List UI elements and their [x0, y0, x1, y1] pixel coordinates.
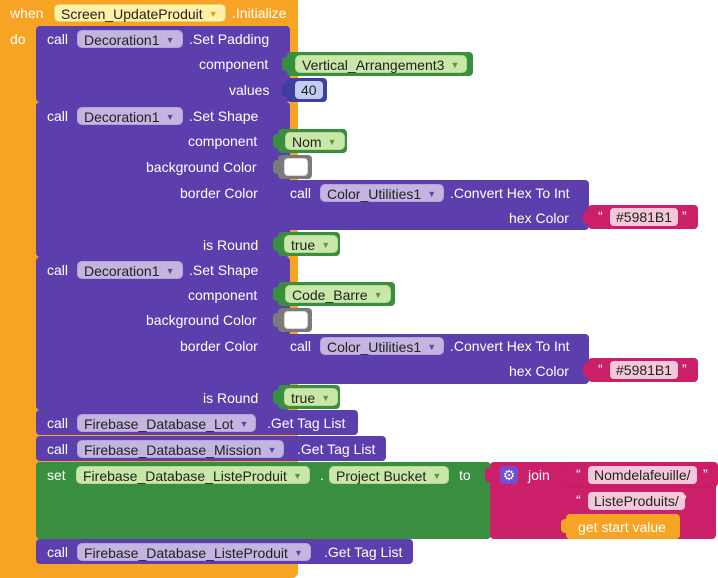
chevron-down-icon: ▼: [321, 393, 331, 403]
quote-open: “: [598, 208, 603, 224]
chevron-down-icon: ▼: [432, 471, 442, 481]
number-value[interactable]: 40: [295, 81, 323, 99]
call-label: call: [47, 31, 69, 47]
boolean-dropdown[interactable]: true ▼: [284, 388, 339, 406]
param-label: values: [229, 82, 270, 98]
initialize-label: .Initialize: [232, 5, 287, 21]
method-label: .Get Tag List: [297, 441, 376, 457]
dot-label: .: [320, 467, 324, 483]
param-label: border Color: [180, 185, 258, 201]
call-label: call: [47, 415, 69, 431]
call-label: call: [290, 185, 312, 201]
chevron-down-icon: ▼: [239, 419, 249, 429]
chevron-down-icon: ▼: [293, 548, 303, 558]
component-dropdown[interactable]: Firebase_Database_ListeProduit ▼: [77, 543, 311, 561]
method-label: .Get Tag List: [267, 415, 346, 431]
method-label: .Convert Hex To Int: [450, 185, 570, 201]
param-label: is Round: [203, 237, 259, 253]
when-label: when: [10, 5, 44, 21]
quote-close: ”: [703, 466, 708, 482]
quote-close: ”: [682, 361, 687, 377]
call-label: call: [47, 262, 69, 278]
chevron-down-icon: ▼: [427, 342, 437, 352]
component-value-dropdown[interactable]: Vertical_Arrangement3 ▼: [295, 55, 468, 73]
chevron-down-icon: ▼: [327, 137, 337, 147]
quote-open: “: [598, 361, 603, 377]
chevron-down-icon: ▼: [267, 445, 277, 455]
to-label: to: [459, 467, 471, 483]
join-label: join: [528, 467, 550, 483]
text-value[interactable]: ListeProduits/: [588, 492, 685, 510]
param-label: hex Color: [509, 363, 569, 379]
param-label: border Color: [180, 338, 258, 354]
chevron-down-icon: ▼: [450, 60, 460, 70]
quote-open: “: [576, 492, 581, 508]
get-start-value-label: get start value: [578, 519, 666, 535]
param-label: component: [188, 287, 258, 303]
component-dropdown[interactable]: Color_Utilities1 ▼: [320, 184, 445, 202]
component-dropdown[interactable]: Firebase_Database_Mission ▼: [77, 440, 285, 458]
call-label: call: [47, 441, 69, 457]
set-label: set: [47, 467, 66, 483]
component-dropdown[interactable]: Firebase_Database_Lot ▼: [77, 414, 257, 432]
component-dropdown[interactable]: Decoration1 ▼: [77, 30, 183, 48]
method-label: .Set Padding: [189, 31, 270, 47]
chevron-down-icon: ▼: [373, 290, 383, 300]
quote-open: “: [576, 466, 581, 482]
method-label: .Set Shape: [189, 108, 259, 124]
get-variable-block[interactable]: [566, 514, 680, 539]
call-label: call: [290, 338, 312, 354]
method-label: .Set Shape: [189, 262, 259, 278]
chevron-down-icon: ▼: [321, 240, 331, 250]
set-shape-block[interactable]: [36, 257, 290, 410]
param-label: background Color: [146, 159, 257, 175]
param-label: hex Color: [509, 210, 569, 226]
param-label: background Color: [146, 312, 257, 328]
gear-icon[interactable]: ⚙: [500, 466, 518, 484]
text-value[interactable]: Nomdelafeuille/: [588, 466, 697, 484]
text-value[interactable]: #5981B1: [610, 208, 679, 226]
quote-close: ”: [682, 492, 687, 508]
do-label: do: [10, 31, 26, 47]
property-dropdown[interactable]: Project Bucket ▼: [329, 466, 450, 484]
chevron-down-icon: ▼: [427, 189, 437, 199]
component-dropdown[interactable]: Color_Utilities1 ▼: [320, 337, 445, 355]
param-label: component: [199, 56, 269, 72]
component-dropdown[interactable]: Firebase_Database_ListeProduit ▼: [76, 466, 310, 484]
set-shape-block[interactable]: [36, 102, 290, 257]
method-label: .Get Tag List: [324, 544, 403, 560]
color-swatch[interactable]: [284, 311, 308, 329]
text-value[interactable]: #5981B1: [610, 361, 679, 379]
color-swatch[interactable]: [284, 158, 308, 176]
method-label: .Convert Hex To Int: [450, 338, 570, 354]
param-label: is Round: [203, 390, 259, 406]
component-value-dropdown[interactable]: Code_Barre ▼: [285, 285, 391, 303]
boolean-dropdown[interactable]: true ▼: [284, 235, 339, 253]
chevron-down-icon: ▼: [208, 9, 218, 19]
component-dropdown[interactable]: Decoration1 ▼: [77, 261, 183, 279]
screen-dropdown[interactable]: Screen_UpdateProduit ▼: [54, 4, 226, 22]
chevron-down-icon: ▼: [165, 35, 175, 45]
component-value-dropdown[interactable]: Nom ▼: [285, 132, 345, 150]
call-label: call: [47, 108, 69, 124]
chevron-down-icon: ▼: [292, 471, 302, 481]
chevron-down-icon: ▼: [165, 266, 175, 276]
chevron-down-icon: ▼: [165, 112, 175, 122]
param-label: component: [188, 133, 258, 149]
quote-close: ”: [682, 208, 687, 224]
component-dropdown[interactable]: Decoration1 ▼: [77, 107, 183, 125]
call-label: call: [47, 544, 69, 560]
